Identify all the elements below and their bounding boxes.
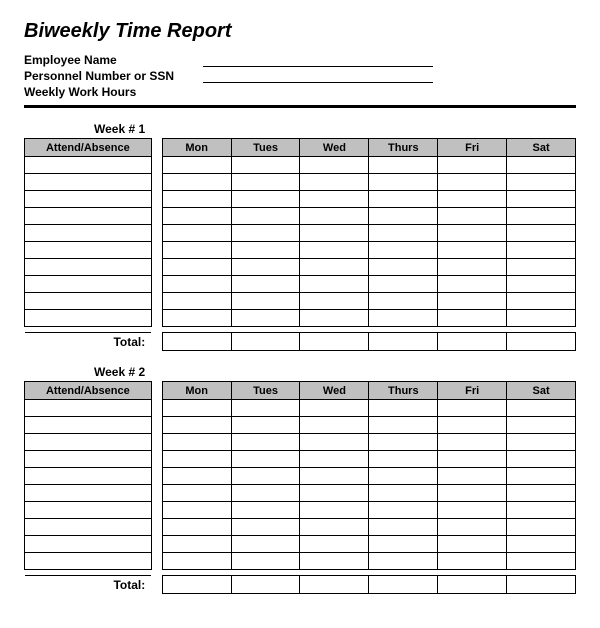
table-row (25, 191, 576, 208)
table-row (25, 519, 576, 536)
col-thu: Thurs (369, 139, 438, 157)
table-row (25, 310, 576, 327)
table-row (25, 485, 576, 502)
divider (24, 105, 576, 108)
col-fri: Fri (438, 382, 507, 400)
col-tue: Tues (231, 139, 300, 157)
week-2-block: Week # 2 Attend/Absence Mon Tues Wed Thu… (24, 365, 576, 594)
col-mon: Mon (162, 382, 231, 400)
employee-name-line (203, 53, 433, 67)
col-wed: Wed (300, 382, 369, 400)
table-row (25, 400, 576, 417)
week-2-header-row: Attend/Absence Mon Tues Wed Thurs Fri Sa… (25, 382, 576, 400)
col-spacer (151, 382, 162, 400)
week-1-title: Week # 1 (94, 122, 576, 136)
col-fri: Fri (438, 139, 507, 157)
total-label: Total: (25, 576, 152, 594)
table-row (25, 502, 576, 519)
week-2-body: Total: (25, 400, 576, 594)
table-row (25, 259, 576, 276)
col-thu: Thurs (369, 382, 438, 400)
table-row (25, 293, 576, 310)
personnel-number-field: Personnel Number or SSN (24, 69, 576, 83)
week-2-title: Week # 2 (94, 365, 576, 379)
week-1-table: Attend/Absence Mon Tues Wed Thurs Fri Sa… (24, 138, 576, 351)
table-row (25, 536, 576, 553)
col-mon: Mon (162, 139, 231, 157)
table-row (25, 242, 576, 259)
total-row: Total: (25, 576, 576, 594)
table-row (25, 208, 576, 225)
table-row (25, 276, 576, 293)
col-spacer (151, 139, 162, 157)
weekly-hours-label: Weekly Work Hours (24, 85, 199, 99)
table-row (25, 468, 576, 485)
report-title: Biweekly Time Report (24, 20, 576, 43)
table-row (25, 434, 576, 451)
personnel-number-line (203, 69, 433, 83)
col-attend: Attend/Absence (25, 382, 152, 400)
col-tue: Tues (231, 382, 300, 400)
weekly-hours-field: Weekly Work Hours (24, 85, 576, 99)
table-row (25, 417, 576, 434)
table-row (25, 157, 576, 174)
week-1-block: Week # 1 Attend/Absence Mon Tues Wed Thu… (24, 122, 576, 351)
week-1-body: Total: (25, 157, 576, 351)
col-attend: Attend/Absence (25, 139, 152, 157)
total-row: Total: (25, 333, 576, 351)
col-sat: Sat (507, 382, 576, 400)
col-sat: Sat (507, 139, 576, 157)
employee-name-field: Employee Name (24, 53, 576, 67)
table-row (25, 174, 576, 191)
table-row (25, 225, 576, 242)
personnel-number-label: Personnel Number or SSN (24, 69, 199, 83)
week-1-header-row: Attend/Absence Mon Tues Wed Thurs Fri Sa… (25, 139, 576, 157)
table-row (25, 451, 576, 468)
total-label: Total: (25, 333, 152, 351)
table-row (25, 553, 576, 570)
employee-name-label: Employee Name (24, 53, 199, 67)
week-2-table: Attend/Absence Mon Tues Wed Thurs Fri Sa… (24, 381, 576, 594)
col-wed: Wed (300, 139, 369, 157)
